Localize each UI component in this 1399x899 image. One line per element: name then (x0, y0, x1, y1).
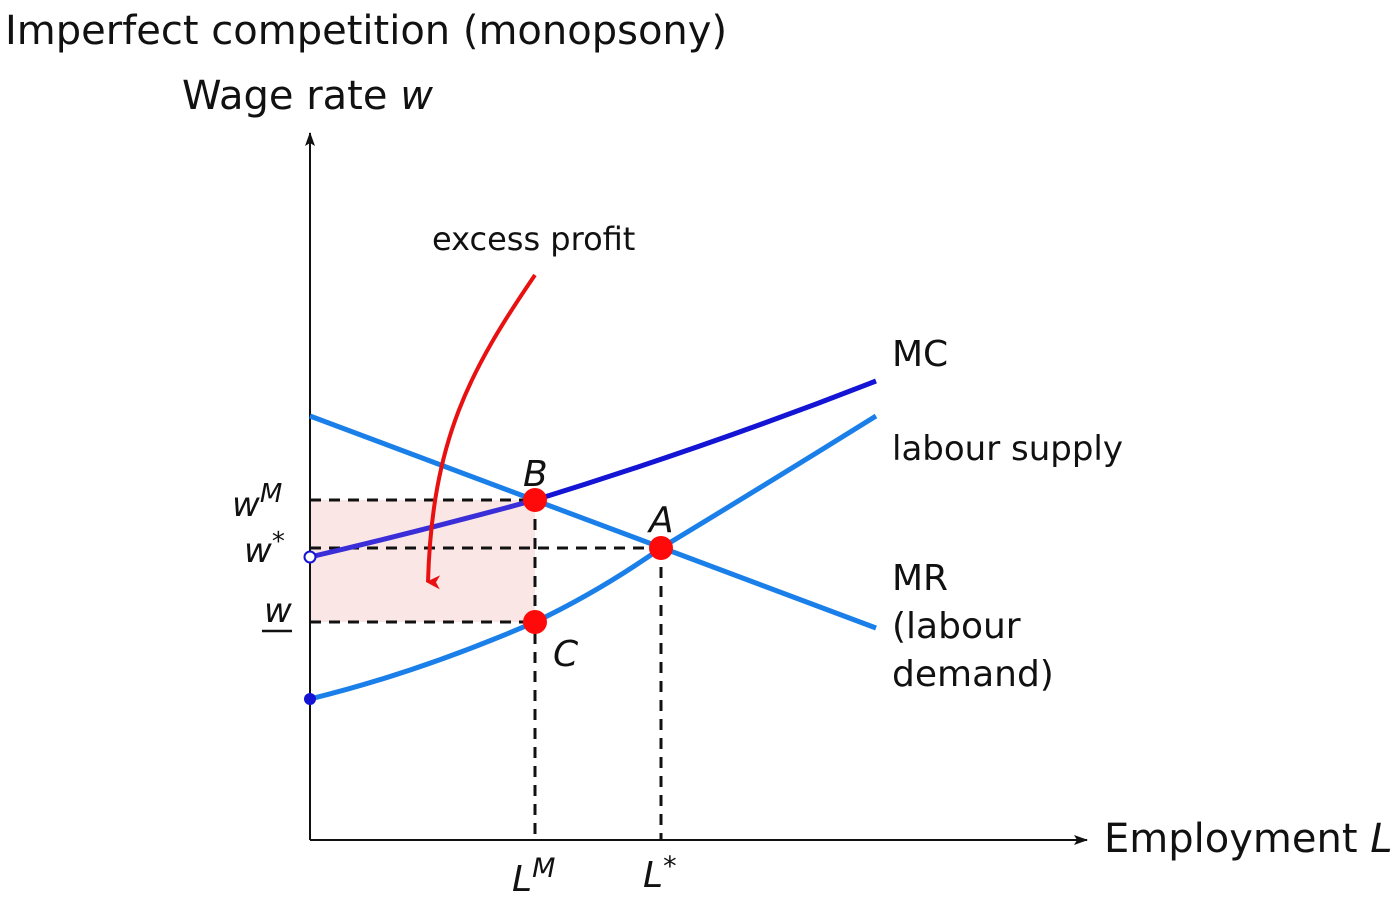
tick-lm: LM (512, 853, 555, 899)
point-a-label: A (647, 500, 674, 541)
mr-label: MR (892, 558, 948, 599)
tick-lstar: L* (643, 851, 677, 896)
supply-intercept-dot (304, 693, 316, 705)
point-b-label: B (523, 454, 548, 495)
mc-label: MC (892, 334, 948, 375)
excess-profit-area (309, 500, 535, 622)
tick-lstar-sup: * (663, 851, 677, 882)
tick-wstar: w* (244, 527, 285, 571)
tick-wstar-sup: * (272, 527, 285, 557)
tick-wm-base: w (232, 485, 260, 525)
x-axis-variable: L (1370, 816, 1392, 862)
point-c (523, 610, 547, 634)
excess-profit-label: excess profit (432, 220, 635, 258)
y-axis-title: Wage rate w (182, 73, 433, 119)
tick-lm-base: L (512, 859, 532, 899)
mr-demand-curve (309, 413, 877, 631)
y-axis-variable: w (400, 73, 433, 119)
labour-supply-label: labour supply (892, 429, 1123, 469)
point-a (649, 536, 673, 560)
tick-wunder: w (264, 591, 292, 631)
mc-curve (534, 378, 877, 503)
tick-wm: wM (232, 479, 282, 525)
guide-lines (310, 498, 663, 840)
x-axis-label: Employment (1104, 816, 1358, 862)
y-axis-label: Wage rate (182, 73, 387, 119)
tick-wstar-base: w (244, 531, 272, 571)
point-b (523, 488, 547, 512)
excess-profit-arrow (426, 273, 537, 590)
labour-demand-label-line3: demand) (892, 654, 1054, 695)
mc-curve-left-segment (309, 497, 536, 560)
point-c-label: C (553, 634, 579, 675)
tick-lm-sup: M (532, 853, 555, 884)
labour-demand-label-line2: (labour (892, 606, 1021, 647)
mc-intercept-dot (303, 550, 317, 564)
x-axis-title: Employment L (1104, 816, 1393, 862)
tick-lstar-base: L (643, 855, 663, 896)
diagram-title: Imperfect competition (monopsony) (5, 8, 727, 54)
tick-wm-sup: M (260, 479, 282, 509)
labour-supply-curve (309, 413, 878, 702)
